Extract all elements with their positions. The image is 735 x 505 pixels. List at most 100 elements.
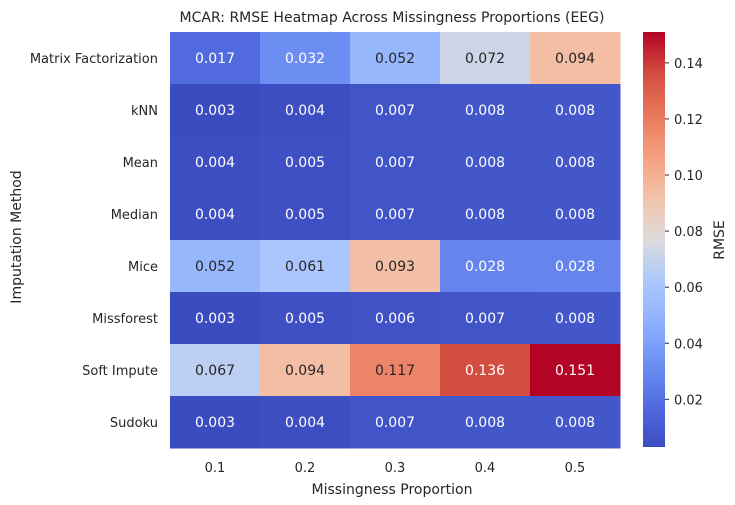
heatmap-cell (440, 292, 531, 345)
cell-value-label: 0.005 (285, 311, 325, 327)
y-tick-labels: Matrix Factorization kNN Mean Median Mice Mis… (30, 52, 158, 431)
x-tick-label: 0.1 (205, 461, 226, 476)
colorbar-tick-label: 0.02 (674, 393, 703, 408)
heatmap-cell (350, 292, 441, 345)
cell-value-label: 0.003 (195, 415, 235, 431)
cell-value-label: 0.004 (285, 415, 325, 431)
cell-value-label: 0.151 (555, 363, 595, 379)
heatmap-cell (350, 344, 441, 397)
cell-value-label: 0.007 (465, 311, 505, 327)
cell-value-label: 0.004 (195, 207, 235, 223)
heatmap-cell (440, 32, 531, 85)
cell-value-label: 0.117 (375, 363, 415, 379)
cell-value-label: 0.005 (285, 155, 325, 171)
colorbar-tick-label: 0.08 (674, 225, 703, 240)
heatmap-cell (170, 240, 261, 293)
cell-value-label: 0.008 (555, 103, 595, 119)
cell-value-label: 0.017 (195, 51, 235, 67)
colorbar-tick-label: 0.14 (674, 57, 703, 72)
cell-value-label: 0.007 (375, 207, 415, 223)
heatmap-cell (440, 84, 531, 137)
cell-value-label: 0.004 (195, 155, 235, 171)
y-tick-label: Missforest (92, 312, 158, 327)
heatmap-cell (170, 344, 261, 397)
cell-value-label: 0.008 (465, 207, 505, 223)
heatmap-cell (440, 188, 531, 241)
cell-value-label: 0.007 (375, 103, 415, 119)
cell-value-label: 0.061 (285, 259, 325, 275)
heatmap-cell (530, 188, 621, 241)
colorbar-ticks: 0.02 0.04 0.06 0.08 0.10 0.12 0.14 (665, 57, 703, 408)
heatmap-cell (440, 344, 531, 397)
cell-value-label: 0.008 (465, 415, 505, 431)
colorbar-tick-label: 0.10 (674, 169, 703, 184)
heatmap-cell (260, 32, 351, 85)
heatmap-cell (260, 396, 351, 449)
heatmap-cells: 0.017 0.032 0.052 0.072 0.094 0.003 0.004 0.007… (170, 32, 621, 449)
cell-value-label: 0.004 (285, 103, 325, 119)
heatmap-cell (170, 84, 261, 137)
cell-value-label: 0.005 (285, 207, 325, 223)
colorbar-tick-label: 0.06 (674, 281, 703, 296)
heatmap-cell (170, 32, 261, 85)
cell-value-label: 0.008 (555, 311, 595, 327)
heatmap-cell (530, 344, 621, 397)
chart-title: MCAR: RMSE Heatmap Across Missingness Pr… (180, 10, 605, 26)
colorbar-tick-label: 0.04 (674, 337, 703, 352)
heatmap-cell (350, 188, 441, 241)
cell-value-label: 0.072 (465, 51, 505, 67)
heatmap-cell (440, 240, 531, 293)
x-tick-label: 0.2 (295, 461, 316, 476)
cell-value-label: 0.094 (285, 363, 325, 379)
y-tick-label: Median (111, 208, 158, 223)
heatmap-cell (170, 136, 261, 189)
heatmap-cell (260, 292, 351, 345)
x-tick-labels: 0.1 0.2 0.3 0.4 0.5 (205, 461, 586, 476)
colorbar-label: RMSE (712, 220, 728, 260)
cell-value-label: 0.003 (195, 311, 235, 327)
heatmap-cell (440, 396, 531, 449)
y-tick-label: kNN (131, 104, 158, 119)
cell-value-label: 0.032 (285, 51, 325, 67)
cell-value-label: 0.093 (375, 259, 415, 275)
x-tick-label: 0.5 (565, 461, 586, 476)
heatmap-cell (260, 240, 351, 293)
y-tick-label: Mean (123, 156, 158, 171)
cell-value-label: 0.003 (195, 103, 235, 119)
y-tick-label: Mice (128, 260, 158, 275)
heatmap-cell (530, 396, 621, 449)
x-axis-label: Missingness Proportion (312, 482, 473, 498)
heatmap-cell (260, 136, 351, 189)
cell-value-label: 0.008 (555, 155, 595, 171)
heatmap-cell (260, 344, 351, 397)
cell-value-label: 0.007 (375, 415, 415, 431)
cell-value-label: 0.008 (555, 207, 595, 223)
cell-value-label: 0.008 (465, 155, 505, 171)
heatmap-cell (530, 136, 621, 189)
heatmap-cell (350, 240, 441, 293)
heatmap-cell (530, 32, 621, 85)
heatmap-cell (530, 240, 621, 293)
cell-value-label: 0.008 (465, 103, 505, 119)
cell-value-label: 0.052 (195, 259, 235, 275)
heatmap-cell (260, 84, 351, 137)
cell-value-label: 0.008 (555, 415, 595, 431)
heatmap-cell (350, 136, 441, 189)
cell-value-label: 0.067 (195, 363, 235, 379)
cell-value-label: 0.094 (555, 51, 595, 67)
heatmap-cell (440, 136, 531, 189)
colorbar (643, 32, 665, 447)
cell-value-label: 0.007 (375, 155, 415, 171)
y-axis-label: Imputation Method (9, 170, 25, 303)
cell-value-label: 0.052 (375, 51, 415, 67)
x-tick-label: 0.3 (385, 461, 406, 476)
heatmap-cell (530, 292, 621, 345)
x-tick-label: 0.4 (475, 461, 496, 476)
cell-value-label: 0.006 (375, 311, 415, 327)
cell-value-label: 0.028 (555, 259, 595, 275)
heatmap-cell (170, 188, 261, 241)
heatmap-cell (530, 84, 621, 137)
y-tick-label: Soft Impute (82, 364, 158, 379)
heatmap-cell (350, 396, 441, 449)
